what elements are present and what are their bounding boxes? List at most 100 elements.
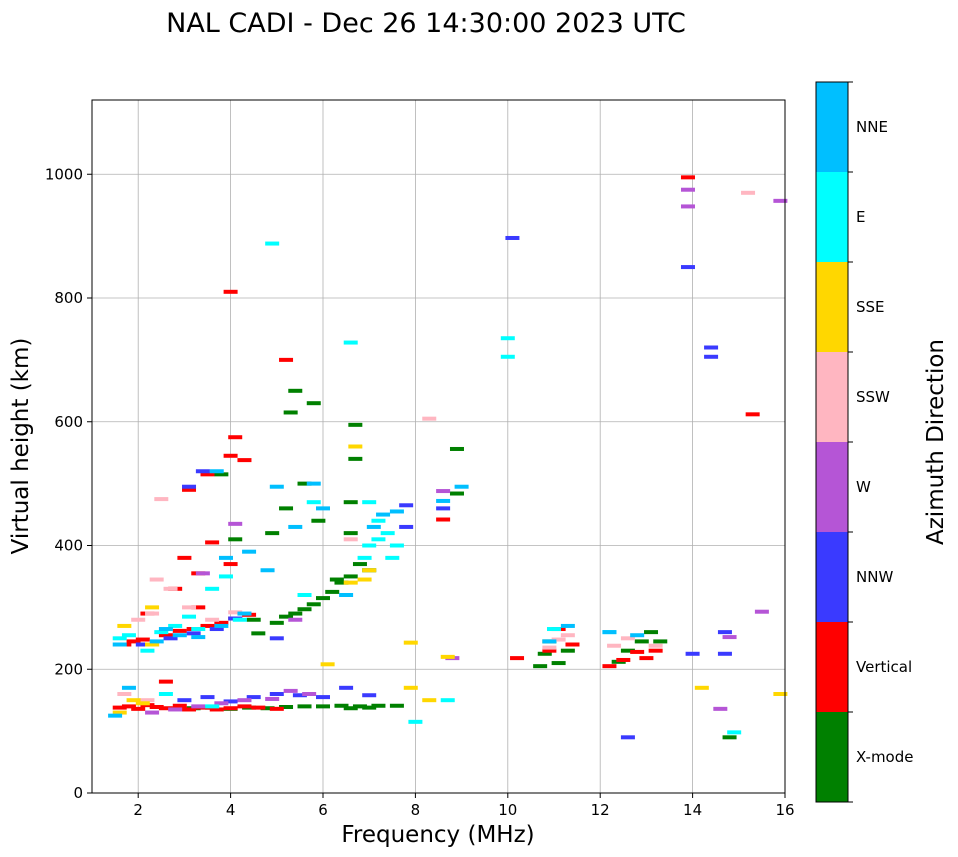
data-point-nne bbox=[158, 627, 173, 632]
data-point-sse bbox=[403, 640, 418, 645]
data-point-nnw bbox=[362, 693, 377, 698]
data-point-vertical bbox=[237, 458, 252, 463]
data-point-x-mode bbox=[297, 481, 312, 486]
data-point-ssw bbox=[422, 416, 437, 421]
data-point-nne bbox=[542, 639, 557, 644]
data-point-e bbox=[182, 614, 197, 619]
data-point-nnw bbox=[292, 693, 307, 698]
data-point-nne bbox=[630, 633, 645, 638]
data-point-w bbox=[302, 692, 317, 696]
x-axis-ticks: 2 4 6 8 10 12 14 16 bbox=[133, 793, 795, 819]
data-point-x-mode bbox=[348, 456, 363, 461]
data-point-vertical bbox=[182, 487, 197, 492]
colorbar-label: Azimuth Direction bbox=[923, 339, 949, 545]
data-point-nne bbox=[218, 555, 233, 560]
data-point-nne bbox=[339, 593, 354, 597]
data-point-x-mode bbox=[246, 617, 261, 622]
data-point-ssw bbox=[149, 577, 164, 582]
data-point-vertical bbox=[126, 639, 141, 644]
y-tick-label: 200 bbox=[54, 660, 83, 678]
data-point-sse bbox=[145, 642, 160, 647]
data-point-vertical bbox=[228, 435, 243, 440]
data-point-w bbox=[228, 521, 243, 526]
data-point-e bbox=[112, 636, 127, 641]
data-point-nne bbox=[436, 498, 451, 503]
y-tick-label: 800 bbox=[54, 289, 83, 307]
data-point-e bbox=[371, 518, 386, 523]
data-point-vertical bbox=[223, 289, 238, 294]
colorbar-swatch bbox=[816, 712, 848, 802]
grid-lines bbox=[92, 100, 786, 794]
data-point-x-mode bbox=[722, 735, 737, 740]
data-point-nnw bbox=[246, 695, 261, 700]
data-point-nnw bbox=[177, 698, 192, 703]
data-point-ssw bbox=[741, 190, 756, 195]
data-point-sse bbox=[440, 654, 455, 659]
data-point-e bbox=[371, 537, 386, 542]
data-point-w bbox=[754, 609, 769, 614]
x-tick-label: 2 bbox=[133, 801, 143, 819]
data-point-vertical bbox=[200, 472, 215, 477]
data-point-vertical bbox=[269, 706, 284, 711]
data-point-w bbox=[713, 706, 728, 711]
data-point-x-mode bbox=[329, 577, 344, 582]
data-point-w bbox=[237, 698, 252, 703]
data-point-vertical bbox=[191, 605, 206, 610]
data-point-x-mode bbox=[551, 661, 566, 666]
data-point-sse bbox=[422, 698, 437, 703]
data-point-x-mode bbox=[644, 630, 659, 635]
data-point-w bbox=[680, 187, 695, 192]
data-point-vertical bbox=[279, 357, 294, 362]
data-point-x-mode bbox=[352, 704, 367, 709]
data-point-w bbox=[265, 696, 280, 701]
data-point-x-mode bbox=[352, 562, 367, 567]
data-point-w bbox=[680, 204, 695, 209]
data-point-ssw bbox=[343, 537, 358, 542]
data-point-nnw bbox=[200, 695, 215, 700]
data-point-x-mode bbox=[362, 705, 377, 710]
data-point-sse bbox=[320, 662, 335, 667]
data-point-sse bbox=[112, 710, 127, 715]
data-point-nnw bbox=[717, 630, 732, 635]
data-point-x-mode bbox=[279, 506, 294, 511]
data-point-vertical bbox=[214, 620, 229, 625]
data-point-nnw bbox=[685, 651, 700, 656]
y-tick-label: 600 bbox=[54, 413, 83, 431]
x-tick-label: 6 bbox=[318, 801, 328, 819]
data-point-e bbox=[265, 241, 280, 246]
data-point-x-mode bbox=[283, 410, 298, 415]
x-tick-label: 10 bbox=[498, 801, 517, 819]
data-point-x-mode bbox=[306, 401, 321, 406]
data-point-vertical bbox=[177, 555, 192, 560]
data-point-nnw bbox=[195, 469, 210, 474]
data-point-vertical bbox=[542, 648, 557, 653]
data-point-e bbox=[547, 627, 561, 632]
data-point-nne bbox=[237, 611, 252, 616]
data-point-x-mode bbox=[537, 651, 552, 656]
data-point-e bbox=[727, 730, 742, 735]
data-point-vertical bbox=[158, 679, 173, 684]
data-point-w bbox=[191, 704, 206, 709]
data-point-x-mode bbox=[533, 664, 548, 669]
colorbar-tick-label: X-mode bbox=[856, 748, 913, 766]
data-point-nne bbox=[560, 623, 575, 628]
data-point-x-mode bbox=[297, 607, 312, 612]
data-point-vertical bbox=[680, 175, 695, 180]
data-point-x-mode bbox=[334, 580, 349, 585]
data-point-nnw bbox=[316, 695, 330, 700]
data-point-nnw bbox=[182, 484, 197, 489]
data-point-x-mode bbox=[297, 704, 312, 709]
data-point-vertical bbox=[158, 633, 173, 638]
data-point-sse bbox=[773, 692, 788, 696]
data-point-w bbox=[722, 635, 737, 640]
data-point-x-mode bbox=[620, 648, 635, 653]
x-axis-label: Frequency (MHz) bbox=[341, 822, 534, 848]
colorbar-swatch bbox=[816, 532, 848, 622]
data-point-vertical bbox=[223, 453, 238, 458]
data-point-x-mode bbox=[306, 602, 321, 607]
data-point-ssw bbox=[145, 611, 160, 616]
data-point-ssw bbox=[140, 698, 155, 703]
data-point-sse bbox=[362, 568, 377, 573]
data-point-nne bbox=[288, 524, 303, 529]
data-point-nne bbox=[112, 642, 127, 647]
